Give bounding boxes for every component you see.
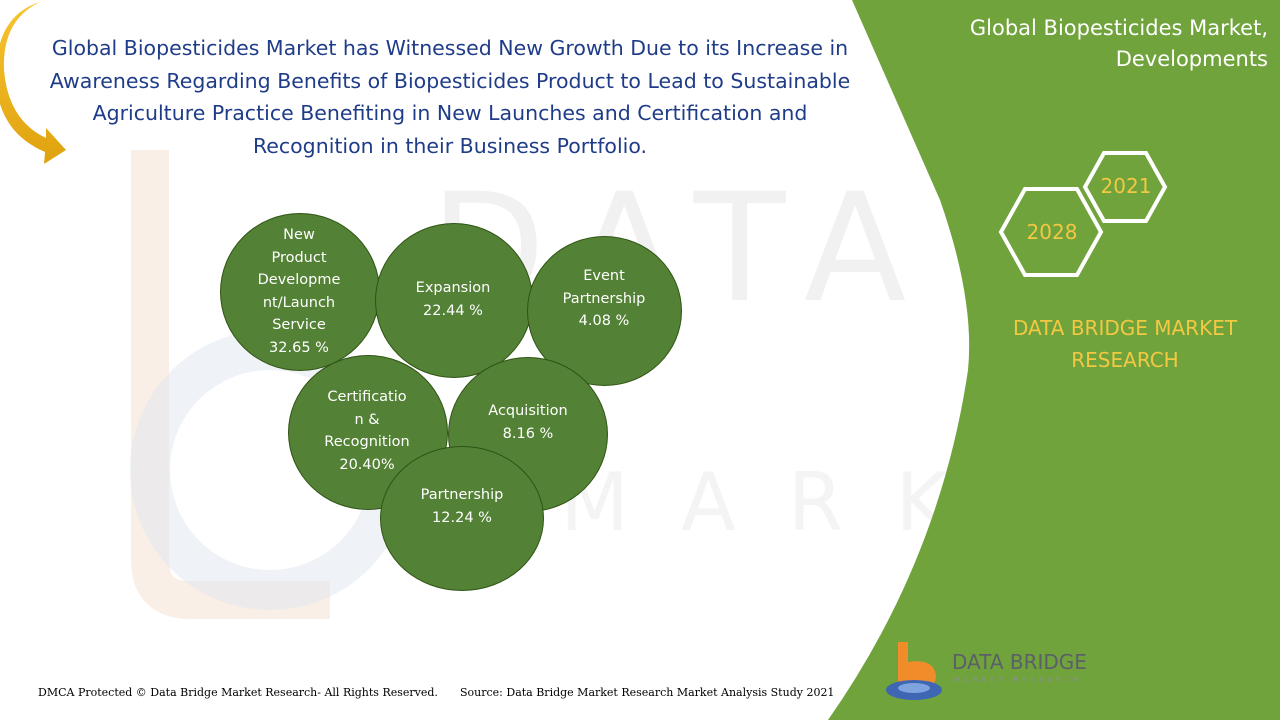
hexagon-icon [998, 187, 1104, 277]
curved-arrow-icon [0, 2, 66, 164]
bubble-label: Event Partnership 4.08 % [538, 265, 670, 333]
bubble-new-product-development [220, 213, 380, 371]
panel-title-line: Global Biopesticides Market, [969, 16, 1268, 40]
bubble-label-line: Developme [257, 272, 341, 288]
brand-line: RESEARCH [1071, 348, 1179, 372]
bubble-label-line: Acquisition [488, 403, 568, 419]
bubble-label-line: New [283, 227, 315, 243]
headline-line: Agriculture Practice Benefiting in New L… [92, 101, 808, 125]
bubble-label: Certificatio n & Recognition 20.40% [305, 386, 429, 476]
bubble-label: Expansion 22.44 % [388, 277, 518, 322]
bubble-label-line: Certificatio [327, 389, 407, 405]
data-bridge-logo-icon [886, 642, 942, 700]
brand-line: DATA BRIDGE MARKET [1012, 316, 1238, 340]
panel-title: Global Biopesticides Market, Development… [908, 13, 1268, 75]
year-start-label: 2021 [1100, 174, 1152, 198]
headline-line: Awareness Regarding Benefits of Biopesti… [49, 68, 851, 93]
bubble-label-line: Partnership [420, 487, 504, 503]
panel-title-line: Developments [1115, 47, 1268, 71]
headline-line: Recognition in their Business Portfolio. [252, 133, 648, 158]
year-end-label: 2028 [1026, 220, 1078, 244]
bubble-label-line: Product [271, 249, 327, 266]
bubble-label: Acquisition 8.16 % [462, 400, 594, 445]
bubble-label-line: Partnership [562, 290, 646, 307]
bubble-value: 32.65 % [269, 339, 329, 356]
source-text: Source: Data Bridge Market Research Mark… [460, 686, 835, 699]
headline-line: Global Biopesticides Market has Witnesse… [51, 36, 849, 60]
copyright-text: DMCA Protected © Data Bridge Market Rese… [38, 686, 438, 699]
bubble-label: New Product Developme nt/Launch Service … [235, 224, 363, 359]
hexagon-icon [1082, 151, 1168, 223]
bubble-value: 20.40% [339, 456, 395, 473]
brand-text: DATA BRIDGE MARKET RESEARCH [985, 312, 1265, 376]
bubble-label-line: Expansion [415, 280, 491, 296]
bubble-partnership [380, 446, 544, 591]
logo-tagline: MARKET RESEARCH [954, 676, 1083, 684]
bubble-label-line: n & [354, 411, 380, 428]
bubble-value: 22.44 % [423, 302, 483, 319]
bubble-label-line: nt/Launch [262, 294, 336, 311]
bubble-label: Partnership 12.24 % [396, 484, 528, 529]
bubble-value: 12.24 % [432, 509, 492, 526]
bubble-value: 4.08 % [578, 313, 630, 329]
logo-name: DATA BRIDGE [952, 650, 1087, 674]
bubble-label-line: Service [272, 317, 326, 333]
bubble-label-line: Event [583, 268, 625, 284]
bubble-label-line: Recognition [324, 434, 410, 450]
headline: Global Biopesticides Market has Witnesse… [20, 32, 880, 162]
bubble-value: 8.16 % [502, 425, 554, 442]
